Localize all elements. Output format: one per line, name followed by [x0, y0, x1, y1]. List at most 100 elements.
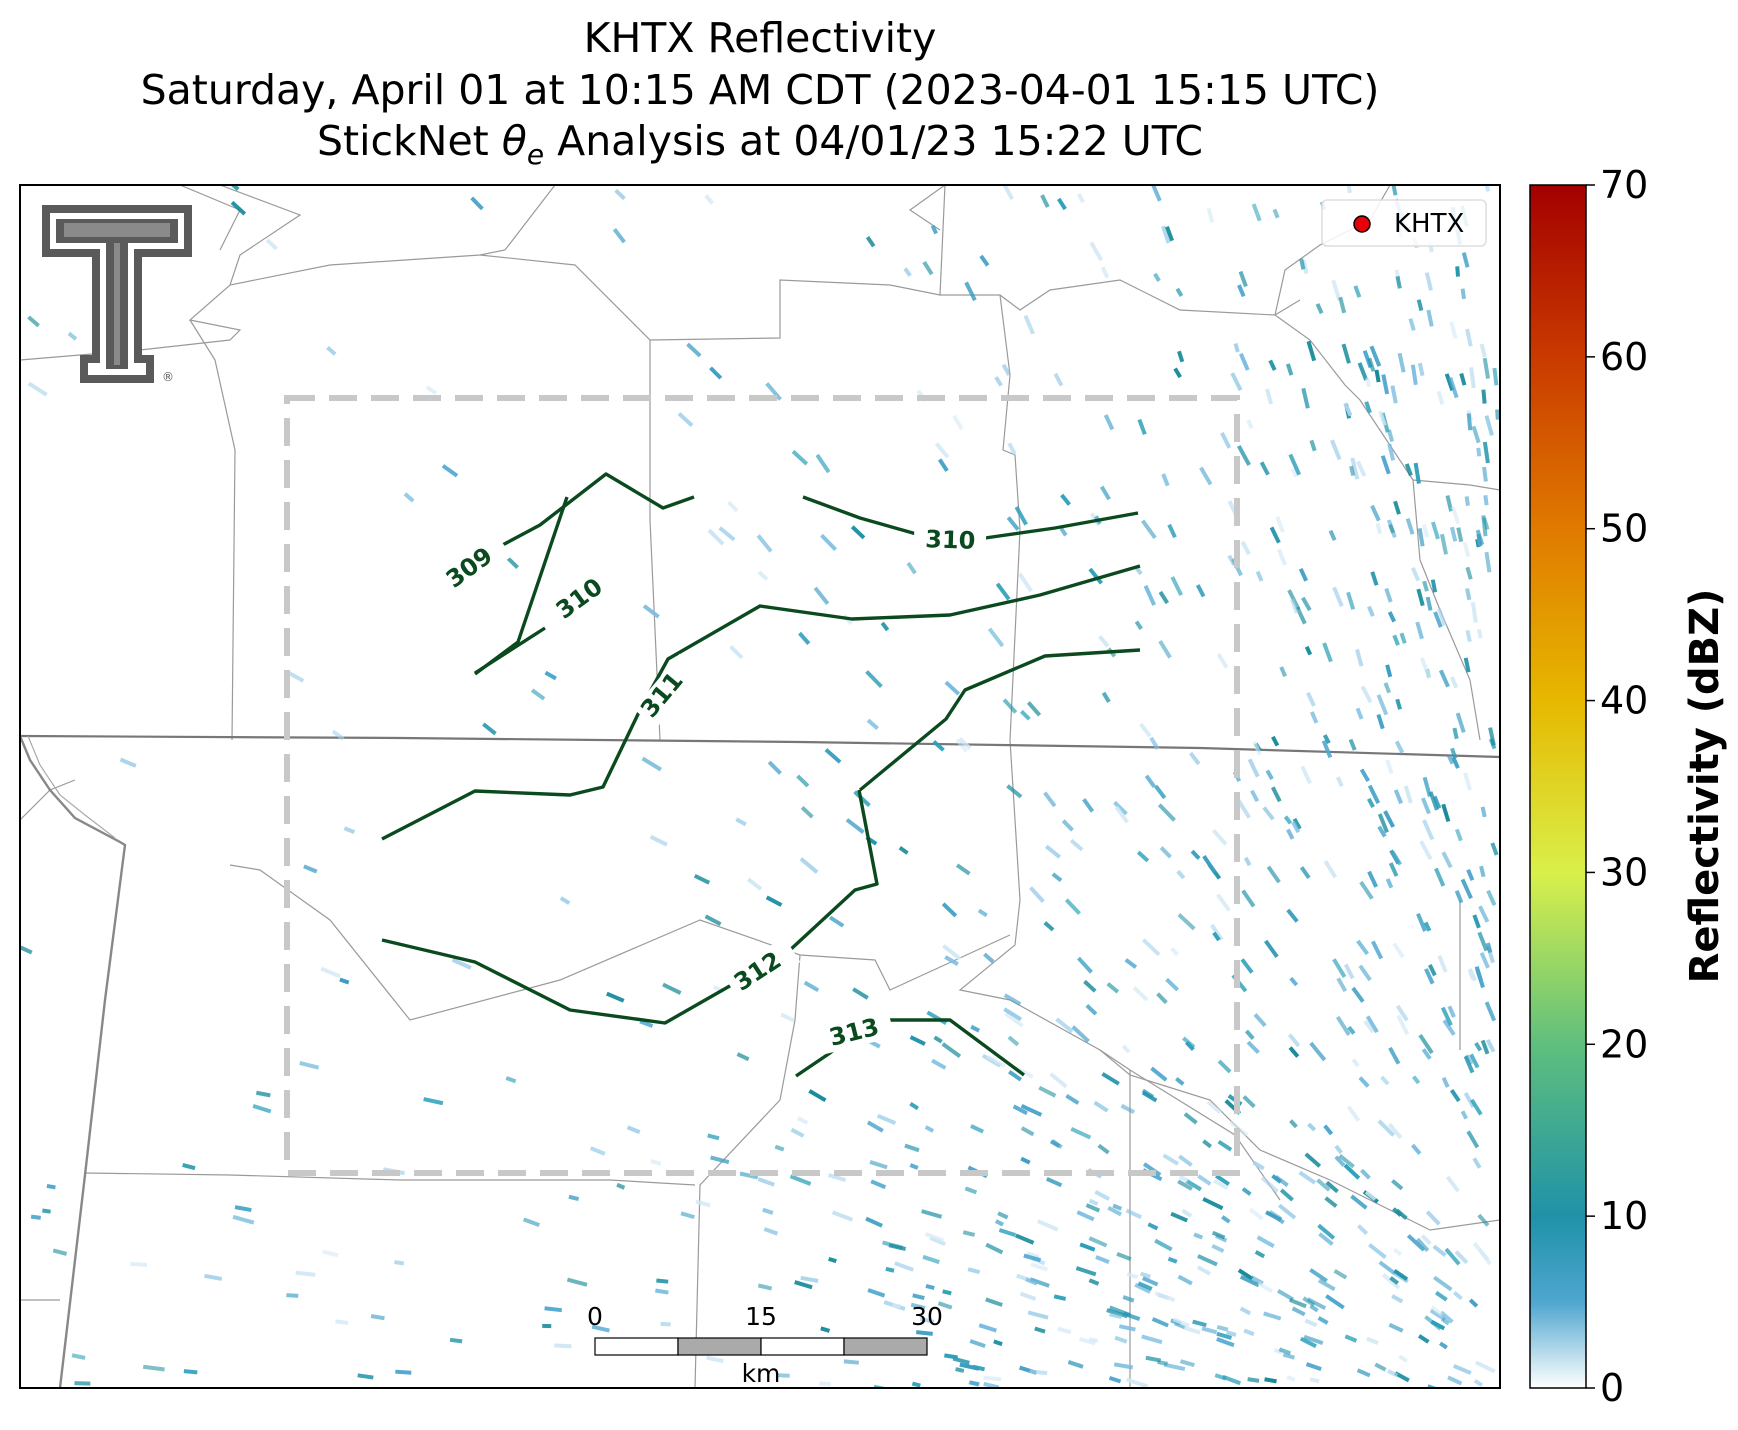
reflectivity-gate	[978, 1323, 997, 1333]
reflectivity-gate	[1398, 1354, 1408, 1363]
reflectivity-gate	[1447, 755, 1455, 765]
reflectivity-gate	[395, 1369, 412, 1375]
reflectivity-gate	[1371, 940, 1384, 960]
colorbar-ticks: 0 10 20 30 40 50 60 70	[1586, 163, 1648, 1410]
reflectivity-gate	[1020, 1104, 1043, 1117]
reflectivity-gate	[1360, 1168, 1371, 1180]
reflectivity-gate	[1363, 1019, 1375, 1034]
reflectivity-gate	[1452, 727, 1459, 740]
reflectivity-gate	[1364, 401, 1372, 414]
contour-label-310-east: 310	[925, 525, 976, 555]
reflectivity-gate	[1260, 1176, 1279, 1194]
reflectivity-gate	[204, 1273, 223, 1281]
reflectivity-gate	[1484, 1001, 1497, 1022]
reflectivity-gate	[1309, 1268, 1328, 1283]
reflectivity-gate	[695, 1199, 711, 1208]
map-panel[interactable]: 309 310 310 311 312 313 ® KHTX	[0, 170, 1501, 1392]
reflectivity-gate	[1276, 548, 1287, 566]
reflectivity-gate	[977, 908, 988, 918]
reflectivity-gate	[1462, 542, 1471, 558]
reflectivity-gate	[983, 1375, 1002, 1382]
title-line-3: StickNet θe Analysis at 04/01/23 15:22 U…	[317, 117, 1203, 171]
reflectivity-gate	[1206, 207, 1215, 223]
reflectivity-gate	[1125, 1377, 1149, 1388]
reflectivity-gate	[1179, 1359, 1195, 1368]
reflectivity-gate	[1439, 1341, 1448, 1350]
reflectivity-gate	[1341, 343, 1351, 364]
texas-tech-logo: ®	[42, 205, 192, 384]
scale-tick-0: 0	[587, 1302, 603, 1331]
contour-312-north	[858, 648, 1141, 792]
reflectivity-gate	[1291, 1306, 1306, 1317]
reflectivity-gate	[1095, 1255, 1110, 1265]
reflectivity-gate	[1029, 1369, 1048, 1376]
reflectivity-gate	[303, 864, 318, 874]
reflectivity-gate	[1393, 500, 1401, 515]
reflectivity-gate	[983, 952, 995, 964]
reflectivity-gate	[1388, 1046, 1401, 1065]
reflectivity-gate	[828, 915, 845, 928]
reflectivity-gate	[937, 1301, 953, 1310]
reflectivity-gate	[1330, 439, 1342, 461]
reflectivity-gate	[1479, 865, 1486, 878]
reflectivity-gate	[1309, 1304, 1319, 1313]
reflectivity-gate	[1346, 591, 1356, 610]
reflectivity-gate	[1045, 1176, 1063, 1188]
reflectivity-gate	[1061, 819, 1074, 832]
reflectivity-gate	[1484, 551, 1492, 573]
reflectivity-gate	[1356, 460, 1367, 477]
reflectivity-gate	[1390, 385, 1398, 404]
reflectivity-gate	[522, 1217, 540, 1228]
reflectivity-gate	[934, 442, 950, 459]
reflectivity-gate	[1060, 493, 1072, 506]
reflectivity-gate	[1075, 1266, 1097, 1277]
reflectivity-gate	[1277, 1288, 1294, 1302]
reflectivity-gate	[1321, 740, 1333, 759]
reflectivity-gate	[985, 1242, 1004, 1255]
reflectivity-gate	[1455, 266, 1460, 277]
reflectivity-gate	[985, 1054, 1006, 1068]
reflectivity-gate	[1474, 1360, 1496, 1374]
reflectivity-gate	[1437, 954, 1448, 973]
state-boundaries	[20, 734, 1500, 1388]
reflectivity-gate	[1325, 1294, 1345, 1310]
reflectivity-gate	[1368, 1243, 1387, 1259]
reflectivity-gate	[757, 1177, 775, 1187]
reflectivity-gate	[1369, 345, 1382, 367]
reflectivity-gate	[1440, 1006, 1453, 1027]
reflectivity-gate	[1053, 1294, 1067, 1301]
reflectivity-gate	[1392, 1207, 1403, 1217]
reflectivity-gate	[1289, 976, 1299, 987]
reflectivity-gate	[1134, 620, 1143, 631]
reflectivity-gate	[1411, 1143, 1422, 1155]
reflectivity-gate	[762, 1207, 774, 1215]
reflectivity-gate	[1034, 1326, 1046, 1334]
reflectivity-gate	[1020, 1126, 1035, 1137]
reflectivity-gate	[1049, 1139, 1061, 1148]
reflectivity-gate	[1093, 1100, 1109, 1113]
reflectivity-gate	[1145, 1355, 1162, 1363]
reflectivity-gate	[798, 631, 811, 645]
reflectivity-gate	[1393, 789, 1403, 805]
reflectivity-gate	[1246, 419, 1254, 430]
reflectivity-gate	[1351, 986, 1365, 1003]
reflectivity-gate	[707, 1133, 720, 1141]
reflectivity-gate	[1472, 914, 1481, 929]
reflectivity-gate	[1183, 1112, 1198, 1125]
reflectivity-gate	[1112, 1203, 1123, 1211]
reflectivity-gate	[1053, 372, 1064, 387]
reflectivity-gate	[1397, 352, 1406, 373]
reflectivity-gate	[995, 582, 1011, 601]
reflectivity-gate	[1020, 1156, 1031, 1165]
reflectivity-gate	[1422, 524, 1430, 538]
reflectivity-gate	[1417, 528, 1425, 547]
reflectivity-gate	[1008, 1070, 1022, 1082]
reflectivity-gate	[1236, 798, 1252, 819]
reflectivity-gate	[1304, 1152, 1322, 1168]
reflectivity-gate	[824, 748, 842, 764]
reflectivity-gate	[1023, 314, 1035, 335]
reflectivity-gate	[1037, 1219, 1059, 1232]
reflectivity-gate	[1395, 275, 1402, 289]
reflectivity-gate	[1216, 1324, 1229, 1332]
reflectivity-gate	[894, 1261, 914, 1272]
